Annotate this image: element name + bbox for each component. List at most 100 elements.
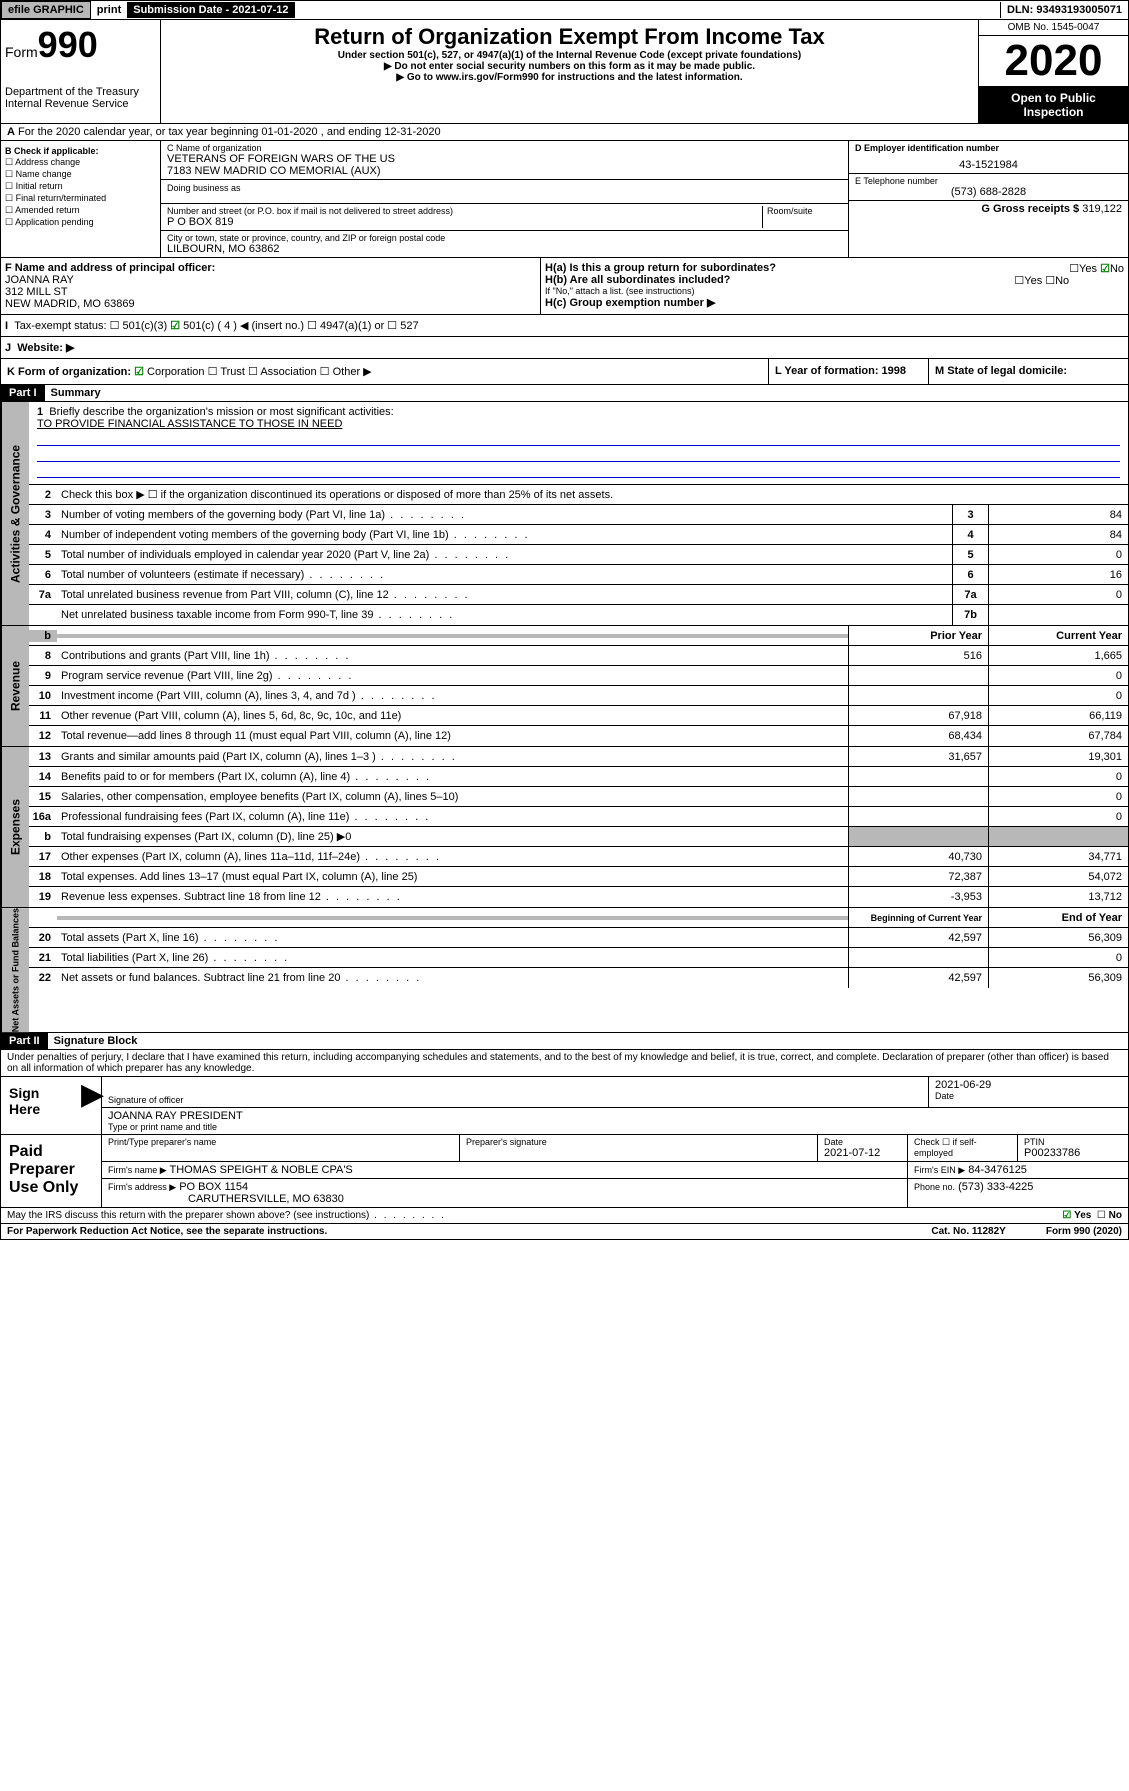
l1-text: Briefly describe the organization's miss… (49, 406, 393, 418)
part2-header: Part IISignature Block (0, 1033, 1129, 1050)
v3: 84 (988, 505, 1128, 524)
summary-netassets: Net Assets or Fund Balances Beginning of… (0, 908, 1129, 1033)
ha: H(a) Is this a group return for subordin… (545, 262, 1124, 274)
g-label: G Gross receipts $ (981, 203, 1079, 215)
hb: H(b) Are all subordinates included? ☐Yes… (545, 274, 1124, 286)
e-label: E Telephone number (855, 176, 1122, 186)
form-header: Form990 Department of the Treasury Inter… (0, 20, 1129, 124)
form-number: Form990 (5, 24, 156, 66)
v4: 84 (988, 525, 1128, 544)
signature-block: Sign Here ▶ Signature of officer 2021-06… (0, 1077, 1129, 1135)
l22: Net assets or fund balances. Subtract li… (57, 970, 848, 986)
omb-number: OMB No. 1545-0047 (979, 20, 1128, 36)
paid-label: Paid Preparer Use Only (1, 1135, 101, 1207)
b-opt[interactable]: ☐ Final return/terminated (5, 193, 156, 204)
b-opt[interactable]: ☐ Application pending (5, 217, 156, 228)
ein: 43-1521984 (855, 159, 1122, 171)
v6: 16 (988, 565, 1128, 584)
state-domicile: M State of legal domicile: (928, 359, 1128, 384)
top-bar: efile GRAPHIC print Submission Date - 20… (0, 0, 1129, 20)
summary-expenses: Expenses 13Grants and similar amounts pa… (0, 747, 1129, 908)
v7b (988, 605, 1128, 625)
sig-date: 2021-06-29 (935, 1079, 1122, 1091)
city-label: City or town, state or province, country… (167, 233, 842, 243)
address: P O BOX 819 (167, 216, 762, 228)
row-j: J Website: ▶ (0, 337, 1129, 359)
h-note: If "No," attach a list. (see instruction… (545, 286, 1124, 296)
l13: Grants and similar amounts paid (Part IX… (57, 749, 848, 765)
org-name: VETERANS OF FOREIGN WARS OF THE US (167, 153, 842, 165)
irs-label: Internal Revenue Service (5, 98, 156, 110)
l14: Benefits paid to or for members (Part IX… (57, 769, 848, 785)
subtitle-1: Under section 501(c), 527, or 4947(a)(1)… (165, 50, 974, 61)
city: LILBOURN, MO 63862 (167, 243, 842, 255)
l4: Number of independent voting members of … (57, 527, 952, 543)
l17: Other expenses (Part IX, column (A), lin… (57, 849, 848, 865)
l3: Number of voting members of the governin… (57, 507, 952, 523)
l9: Program service revenue (Part VIII, line… (57, 668, 848, 684)
row-a: A For the 2020 calendar year, or tax yea… (0, 124, 1129, 141)
gross-receipts: 319,122 (1082, 203, 1122, 215)
b-opt[interactable]: ☐ Amended return (5, 205, 156, 216)
subtitle-3: ▶ Go to www.irs.gov/Form990 for instruct… (165, 72, 974, 83)
efile-button[interactable]: efile GRAPHIC (1, 1, 91, 19)
b-label: B Check if applicable: (5, 146, 156, 156)
row-i: I Tax-exempt status: ☐ 501(c)(3) ☑ 501(c… (0, 315, 1129, 337)
l5: Total number of individuals employed in … (57, 547, 952, 563)
sig-officer-label: Signature of officer (108, 1095, 922, 1105)
officer-addr: 312 MILL ST (5, 286, 536, 298)
part1-header: Part ISummary (0, 385, 1129, 402)
hc: H(c) Group exemption number ▶ (545, 296, 1124, 309)
print-button[interactable]: print (91, 4, 127, 16)
addr-label: Number and street (or P.O. box if mail i… (167, 206, 762, 216)
side-revenue: Revenue (1, 626, 29, 746)
b-opt[interactable]: ☐ Name change (5, 169, 156, 180)
paid-preparer-block: Paid Preparer Use Only Print/Type prepar… (0, 1135, 1129, 1208)
l6: Total number of volunteers (estimate if … (57, 567, 952, 583)
d-label: D Employer identification number (855, 143, 1122, 153)
mission: TO PROVIDE FINANCIAL ASSISTANCE TO THOSE… (37, 418, 1120, 430)
row-k: K Form of organization: ☑ Corporation ☐ … (0, 359, 1129, 385)
l2: Check this box ▶ ☐ if the organization d… (57, 486, 1128, 503)
tax-year: 2020 (979, 36, 1128, 87)
l15: Salaries, other compensation, employee b… (57, 789, 848, 805)
officer-name: JOANNA RAY (5, 274, 536, 286)
b-opt[interactable]: ☐ Initial return (5, 181, 156, 192)
org-name-2: 7183 NEW MADRID CO MEMORIAL (AUX) (167, 165, 842, 177)
l12: Total revenue—add lines 8 through 11 (mu… (57, 728, 848, 744)
l21: Total liabilities (Part X, line 26) (57, 950, 848, 966)
open-public: Open to Public Inspection (979, 87, 1128, 123)
dln: DLN: 93493193005071 (1000, 2, 1128, 18)
dept-label: Department of the Treasury (5, 86, 156, 98)
footer: For Paperwork Reduction Act Notice, see … (0, 1224, 1129, 1240)
date-label: Date (935, 1091, 1122, 1101)
submission-date: Submission Date - 2021-07-12 (127, 2, 294, 18)
form-title: Return of Organization Exempt From Incom… (165, 24, 974, 50)
sign-here: Sign Here (1, 1077, 81, 1134)
l7a: Total unrelated business revenue from Pa… (57, 587, 952, 603)
b-opt[interactable]: ☐ Address change (5, 157, 156, 168)
end-hdr: End of Year (988, 908, 1128, 927)
officer-city: NEW MADRID, MO 63869 (5, 298, 536, 310)
side-activities: Activities & Governance (1, 402, 29, 625)
summary-activities: Activities & Governance 1 Briefly descri… (0, 402, 1129, 626)
l10: Investment income (Part VIII, column (A)… (57, 688, 848, 704)
dba-label: Doing business as (167, 183, 241, 193)
c-name-label: C Name of organization (167, 143, 842, 153)
name-label: Type or print name and title (108, 1122, 1122, 1132)
l16a: Professional fundraising fees (Part IX, … (57, 809, 848, 825)
row-fh: F Name and address of principal officer:… (0, 258, 1129, 315)
f-label: F Name and address of principal officer: (5, 262, 536, 274)
v7a: 0 (988, 585, 1128, 604)
side-expenses: Expenses (1, 747, 29, 907)
summary-revenue: Revenue bPrior YearCurrent Year 8Contrib… (0, 626, 1129, 747)
l20: Total assets (Part X, line 16) (57, 930, 848, 946)
l8: Contributions and grants (Part VIII, lin… (57, 648, 848, 664)
l19: Revenue less expenses. Subtract line 18 … (57, 889, 848, 905)
l7b: Net unrelated business taxable income fr… (57, 607, 952, 623)
prior-hdr: Prior Year (848, 626, 988, 645)
year-formation: L Year of formation: 1998 (768, 359, 928, 384)
phone: (573) 688-2828 (855, 186, 1122, 198)
officer-printed-name: JOANNA RAY PRESIDENT (108, 1110, 1122, 1122)
l18: Total expenses. Add lines 13–17 (must eq… (57, 869, 848, 885)
